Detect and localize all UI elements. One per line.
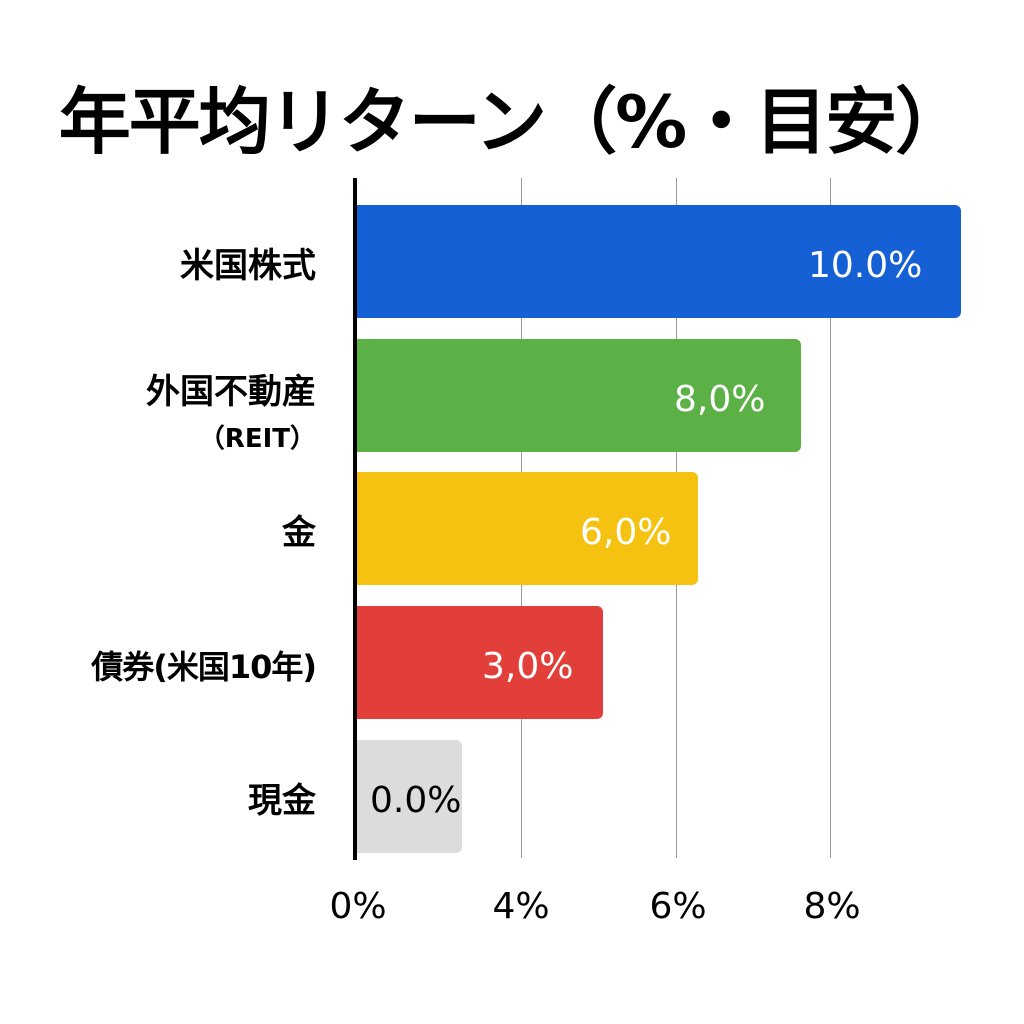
category-label: 金 [282, 513, 316, 553]
x-tick-label: 8% [803, 886, 861, 927]
bar-value-label: 0.0% [370, 780, 462, 821]
category-label: 外国不動産 [146, 372, 316, 412]
bar-foreign-reit [357, 339, 801, 452]
category-label: 現金 [248, 781, 316, 821]
category-sublabel: （REIT） [198, 424, 316, 454]
bar-cash [357, 740, 462, 853]
x-tick-label: 6% [649, 886, 707, 927]
category-label: 米国株式 [180, 246, 316, 286]
y-axis-line [353, 178, 357, 860]
gridline-8 [830, 178, 831, 858]
bar-gold [357, 472, 698, 585]
bar-value-label: 3,0% [482, 646, 574, 687]
category-label: 債券(米国10年) [91, 648, 317, 686]
bar-us-stocks [357, 205, 961, 318]
bar-value-label: 8,0% [674, 379, 766, 420]
chart-title: 年平均リターン（%・目安） [58, 80, 968, 164]
bar-value-label: 6,0% [580, 512, 672, 553]
bar-bonds [357, 606, 603, 719]
bar-value-label: 10.0% [808, 245, 923, 286]
x-tick-label: 4% [492, 886, 550, 927]
x-tick-label: 0% [329, 886, 387, 927]
